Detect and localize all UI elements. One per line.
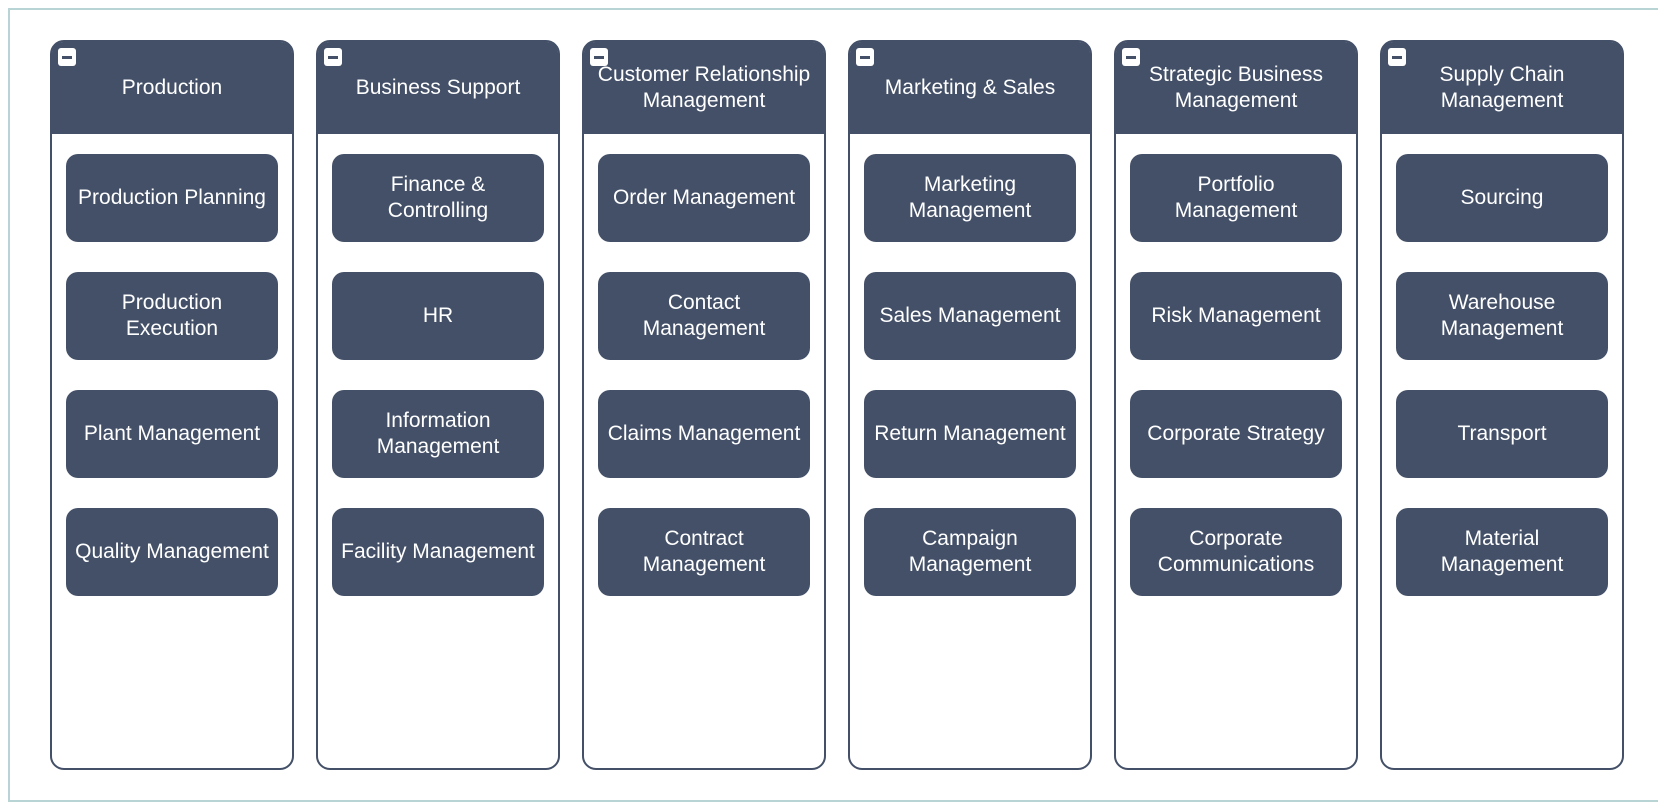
item-label: HR	[423, 303, 453, 329]
item-label: Campaign Management	[872, 526, 1068, 579]
item-label: Claims Management	[608, 421, 801, 447]
collapse-icon[interactable]	[324, 48, 342, 66]
capability-item[interactable]: Warehouse Management	[1396, 272, 1608, 360]
column-header-supply-chain-management: Supply Chain Management	[1382, 42, 1622, 134]
collapse-icon[interactable]	[856, 48, 874, 66]
column-marketing-sales: Marketing & Sales Marketing Management S…	[848, 40, 1092, 770]
capability-item[interactable]: Information Management	[332, 390, 544, 478]
item-label: Facility Management	[341, 539, 535, 565]
capability-item[interactable]: Plant Management	[66, 390, 278, 478]
collapse-icon[interactable]	[1122, 48, 1140, 66]
item-label: Sales Management	[880, 303, 1061, 329]
capability-item[interactable]: Corporate Communications	[1130, 508, 1342, 596]
columns-wrapper: Production Production Planning Productio…	[50, 40, 1624, 770]
item-label: Corporate Communications	[1138, 526, 1334, 579]
column-header-crm: Customer Relationship Management	[584, 42, 824, 134]
capability-item[interactable]: Sales Management	[864, 272, 1076, 360]
item-label: Quality Management	[75, 539, 269, 565]
capability-item[interactable]: Order Management	[598, 154, 810, 242]
item-label: Return Management	[874, 421, 1065, 447]
item-label: Corporate Strategy	[1147, 421, 1324, 447]
column-production: Production Production Planning Productio…	[50, 40, 294, 770]
collapse-icon[interactable]	[1388, 48, 1406, 66]
collapse-icon[interactable]	[58, 48, 76, 66]
item-label: Warehouse Management	[1404, 290, 1600, 343]
capability-item[interactable]: Material Management	[1396, 508, 1608, 596]
capability-item[interactable]: Corporate Strategy	[1130, 390, 1342, 478]
capability-map-container: Production Production Planning Productio…	[8, 8, 1658, 802]
column-title: Production	[122, 75, 222, 101]
capability-item[interactable]: Finance & Controlling	[332, 154, 544, 242]
capability-item[interactable]: Portfolio Management	[1130, 154, 1342, 242]
item-label: Plant Management	[84, 421, 260, 447]
column-header-business-support: Business Support	[318, 42, 558, 134]
column-business-support: Business Support Finance & Controlling H…	[316, 40, 560, 770]
column-title: Supply Chain Management	[1390, 62, 1614, 115]
capability-item[interactable]: Campaign Management	[864, 508, 1076, 596]
column-strategic-business-management: Strategic Business Management Portfolio …	[1114, 40, 1358, 770]
column-body: Production Planning Production Execution…	[52, 134, 292, 768]
capability-item[interactable]: Sourcing	[1396, 154, 1608, 242]
capability-item[interactable]: Quality Management	[66, 508, 278, 596]
column-title: Marketing & Sales	[885, 75, 1055, 101]
column-body: Marketing Management Sales Management Re…	[850, 134, 1090, 768]
column-title: Customer Relationship Management	[592, 62, 816, 115]
column-body: Finance & Controlling HR Information Man…	[318, 134, 558, 768]
column-body: Portfolio Management Risk Management Cor…	[1116, 134, 1356, 768]
item-label: Production Execution	[74, 290, 270, 343]
capability-item[interactable]: Claims Management	[598, 390, 810, 478]
column-supply-chain-management: Supply Chain Management Sourcing Warehou…	[1380, 40, 1624, 770]
capability-item[interactable]: Facility Management	[332, 508, 544, 596]
collapse-icon[interactable]	[590, 48, 608, 66]
column-crm: Customer Relationship Management Order M…	[582, 40, 826, 770]
column-header-marketing-sales: Marketing & Sales	[850, 42, 1090, 134]
capability-item[interactable]: Contract Management	[598, 508, 810, 596]
capability-item[interactable]: Production Planning	[66, 154, 278, 242]
item-label: Production Planning	[78, 185, 266, 211]
capability-item[interactable]: Production Execution	[66, 272, 278, 360]
column-title: Business Support	[356, 75, 521, 101]
item-label: Finance & Controlling	[340, 172, 536, 225]
item-label: Sourcing	[1461, 185, 1544, 211]
column-header-strategic-business-management: Strategic Business Management	[1116, 42, 1356, 134]
column-body: Order Management Contact Management Clai…	[584, 134, 824, 768]
item-label: Marketing Management	[872, 172, 1068, 225]
item-label: Portfolio Management	[1138, 172, 1334, 225]
capability-item[interactable]: Marketing Management	[864, 154, 1076, 242]
capability-item[interactable]: Transport	[1396, 390, 1608, 478]
capability-item[interactable]: Risk Management	[1130, 272, 1342, 360]
capability-item[interactable]: HR	[332, 272, 544, 360]
item-label: Contact Management	[606, 290, 802, 343]
column-header-production: Production	[52, 42, 292, 134]
item-label: Risk Management	[1151, 303, 1320, 329]
item-label: Contract Management	[606, 526, 802, 579]
column-body: Sourcing Warehouse Management Transport …	[1382, 134, 1622, 768]
capability-item[interactable]: Contact Management	[598, 272, 810, 360]
capability-item[interactable]: Return Management	[864, 390, 1076, 478]
item-label: Transport	[1457, 421, 1546, 447]
item-label: Information Management	[340, 408, 536, 461]
column-title: Strategic Business Management	[1124, 62, 1348, 115]
item-label: Material Management	[1404, 526, 1600, 579]
item-label: Order Management	[613, 185, 795, 211]
